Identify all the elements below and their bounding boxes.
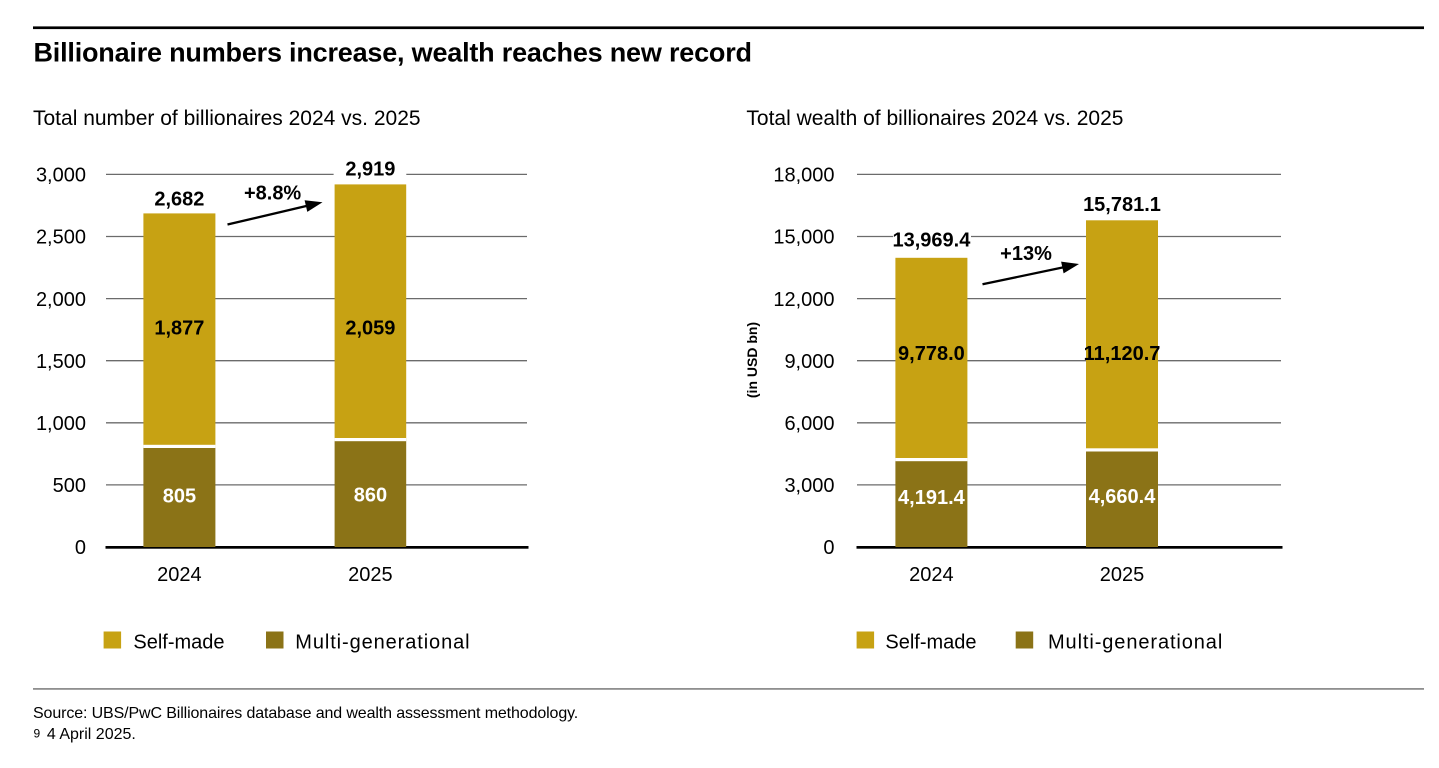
svg-text:3,000: 3,000 [36,165,86,187]
svg-text:9,000: 9,000 [784,351,834,373]
svg-text:0: 0 [823,537,834,559]
svg-text:18,000: 18,000 [773,165,834,187]
svg-text:1,500: 1,500 [36,351,86,373]
svg-text:13,969.4: 13,969.4 [892,230,971,252]
svg-text:2,500: 2,500 [36,227,86,249]
svg-text:Total wealth of billionaires 2: Total wealth of billionaires 2024 vs. 20… [746,107,1123,130]
svg-text:2,919: 2,919 [345,159,395,181]
svg-text:12,000: 12,000 [773,289,834,311]
svg-text:Source: UBS/PwC Billionaires d: Source: UBS/PwC Billionaires database an… [33,705,578,722]
svg-text:805: 805 [163,485,196,507]
svg-text:2025: 2025 [348,564,393,586]
svg-text:+8.8%: +8.8% [244,182,301,204]
svg-text:94 April 2025.: 94 April 2025. [34,726,136,743]
svg-text:Multi-generational: Multi-generational [295,632,470,654]
svg-text:2,000: 2,000 [36,289,86,311]
svg-text:(in USD bn): (in USD bn) [744,322,760,398]
svg-text:500: 500 [53,475,86,497]
svg-text:Self-made: Self-made [885,632,976,654]
svg-text:6,000: 6,000 [784,413,834,435]
svg-text:0: 0 [75,537,86,559]
svg-text:15,000: 15,000 [773,227,834,249]
svg-text:4,660.4: 4,660.4 [1089,486,1157,508]
svg-text:+13%: +13% [1000,243,1052,265]
svg-text:Billionaire numbers increase,: Billionaire numbers increase, wealth rea… [34,38,752,68]
svg-text:2024: 2024 [157,564,202,586]
svg-text:11,120.7: 11,120.7 [1084,343,1161,365]
svg-text:2025: 2025 [1100,564,1145,586]
svg-text:1,877: 1,877 [154,318,204,340]
svg-text:4,191.4: 4,191.4 [898,487,966,509]
svg-text:15,781.1: 15,781.1 [1083,194,1161,216]
svg-text:2024: 2024 [909,564,954,586]
svg-text:1,000: 1,000 [36,413,86,435]
svg-text:2,682: 2,682 [154,188,204,210]
svg-text:2,059: 2,059 [345,318,395,340]
svg-text:9,778.0: 9,778.0 [898,343,965,365]
svg-text:860: 860 [354,485,387,507]
svg-text:Total number of billionaires 2: Total number of billionaires 2024 vs. 20… [33,107,421,130]
svg-text:Multi-generational: Multi-generational [1048,632,1223,654]
svg-text:3,000: 3,000 [784,475,834,497]
svg-text:Self-made: Self-made [133,632,224,654]
